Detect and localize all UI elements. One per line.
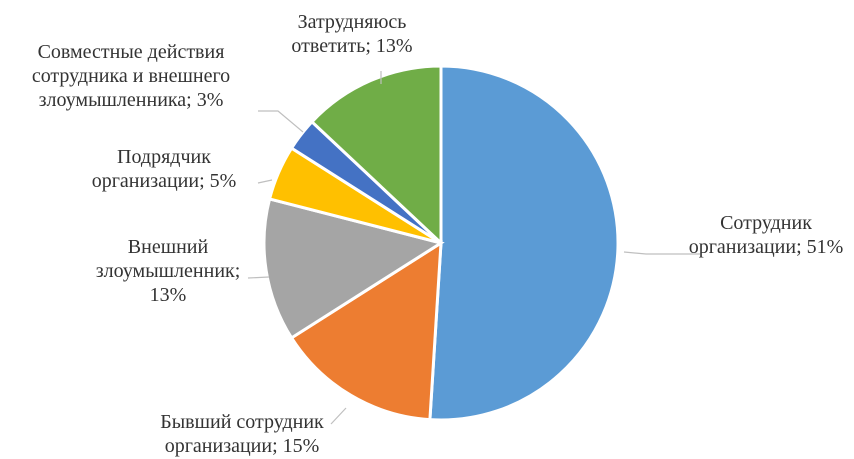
data-label-3: Внешний злоумышленник; 13% — [96, 236, 241, 306]
leader-line-5 — [258, 110, 304, 133]
leader-line-4 — [257, 179, 273, 184]
data-label-line: Сотрудник — [720, 212, 812, 234]
data-label-6: Затрудняюсь ответить; 13% — [291, 11, 412, 57]
leader-line-3 — [247, 276, 270, 279]
slices-layer — [262, 64, 620, 422]
labels-layer: Сотрудник организации; 51% Бывший сотрудни… — [32, 11, 843, 457]
data-label-line: 13% — [150, 284, 187, 306]
leader-line-1 — [623, 251, 700, 255]
data-label-line: организации; 51% — [689, 236, 844, 258]
pie-slice-1 — [428, 64, 620, 422]
data-label-1: Сотрудник организации; 51% — [689, 212, 844, 258]
data-label-line: сотрудника и внешнего — [32, 65, 230, 87]
pie-slice-6 — [309, 64, 443, 247]
data-label-line: организации; 15% — [165, 435, 320, 457]
data-label-2: Бывший сотрудник организации; 15% — [160, 411, 324, 457]
data-label-line: Бывший сотрудник — [160, 411, 324, 433]
data-label-line: злоумышленника; 3% — [39, 89, 224, 111]
data-label-line: злоумышленник; — [96, 260, 241, 282]
leader-line-2 — [330, 407, 347, 425]
data-label-line: Затрудняюсь — [298, 11, 407, 33]
data-label-line: организации; 5% — [92, 170, 237, 192]
data-label-5: Совместные действия сотрудника и внешнего… — [32, 41, 230, 111]
data-label-line: ответить; 13% — [291, 35, 412, 57]
data-label-4: Подрядчик организации; 5% — [92, 146, 237, 192]
data-label-line: Совместные действия — [38, 41, 225, 63]
leader-lines-layer — [247, 71, 700, 425]
pie-slice-2 — [289, 240, 443, 422]
pie-slice-3 — [262, 197, 445, 340]
data-label-line: Внешний — [128, 236, 209, 258]
data-label-line: Подрядчик — [117, 146, 211, 168]
